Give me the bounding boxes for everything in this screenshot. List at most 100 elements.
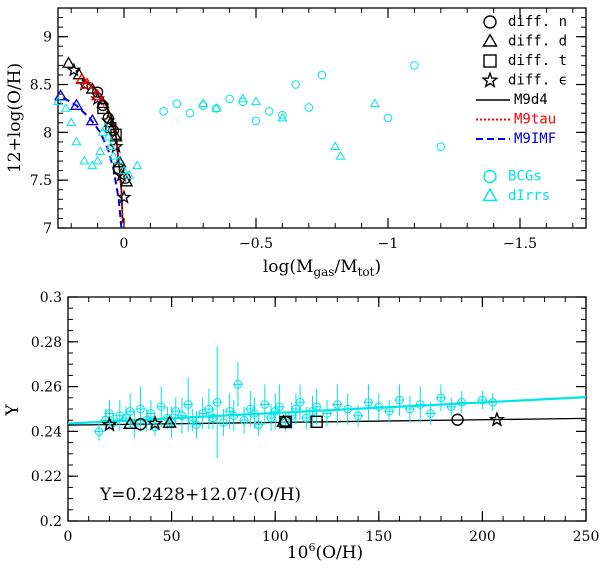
top-data-point: [103, 131, 114, 141]
bottom-data-point: [183, 400, 193, 409]
bottom-x-tick-label: 0: [64, 529, 73, 545]
bottom-data-point: [115, 411, 125, 421]
top-data-point: [237, 93, 248, 103]
top-data-point: [211, 103, 222, 112]
bottom-data-point: [395, 395, 404, 405]
top-data-point: [105, 141, 116, 151]
bottom-data-point: [146, 409, 156, 418]
bottom-data-point: [436, 393, 446, 403]
bottom-data-point: [134, 418, 147, 431]
bottom-data-point: [415, 400, 425, 409]
legend-marker: [483, 15, 497, 29]
legend-label: diff. d: [508, 34, 567, 50]
top-data-point: [87, 160, 98, 170]
top-data-point: [118, 165, 130, 174]
bottom-annotation: Y=0.2428+12.07·(O/H): [99, 485, 301, 505]
bottom-y-tick-label: 0.2: [40, 514, 62, 530]
bottom-data-point: [447, 402, 456, 412]
top-data-point: [113, 155, 127, 168]
bottom-data-point: [192, 420, 201, 429]
bottom-data-point: [405, 404, 415, 414]
top-data-point: [132, 160, 143, 170]
bottom-y-tick-label: 0.24: [31, 424, 62, 440]
bottom-data-point: [109, 418, 118, 427]
top-data-point: [100, 112, 116, 128]
top-data-point: [116, 189, 132, 204]
bottom-data-point: [94, 427, 104, 436]
bottom-data-point: [233, 380, 243, 389]
top-x-tick-label: −0.5: [239, 236, 273, 252]
top-series-line: [60, 95, 123, 229]
bottom-data-point: [171, 406, 181, 416]
top-data-point: [95, 146, 106, 155]
top-data-point: [104, 115, 118, 128]
top-data-point: [92, 155, 103, 165]
top-y-tick-label: 8.5: [30, 78, 52, 94]
top-data-point: [66, 62, 82, 77]
bottom-data-point: [239, 415, 249, 425]
top-data-point: [264, 107, 274, 116]
top-x-tick-label: −1: [378, 236, 399, 252]
top-data-point: [304, 103, 314, 112]
bottom-data-point: [301, 413, 311, 423]
top-data-point: [60, 103, 71, 112]
top-data-point: [198, 98, 209, 108]
top-data-point: [410, 61, 419, 70]
top-y-tick-label: 7.5: [30, 173, 52, 189]
legend-label: M9IMF: [514, 131, 556, 147]
top-y-tick-label: 7: [43, 221, 52, 237]
top-y-tick-label: 9: [43, 30, 52, 46]
top-plot-frame: [57, 7, 587, 229]
bottom-data-point: [478, 395, 487, 405]
bottom-data-point: [212, 397, 222, 407]
bottom-data-point: [364, 397, 373, 407]
bottom-data-point: [333, 400, 342, 409]
bottom-x-tick-label: 100: [262, 529, 289, 545]
top-data-point: [383, 113, 393, 123]
top-data-point: [61, 56, 76, 68]
top-data-point: [79, 155, 90, 165]
bottom-data-point: [146, 414, 164, 431]
bottom-data-point: [384, 406, 394, 416]
top-y-tick-label: 8: [43, 125, 52, 141]
top-data-point: [436, 142, 446, 151]
bottom-data-point: [488, 397, 498, 407]
top-data-point: [291, 80, 300, 89]
bottom-data-point: [229, 411, 239, 421]
top-data-point: [185, 108, 195, 118]
bottom-y-tick-label: 0.22: [31, 469, 62, 485]
top-data-point: [97, 102, 109, 115]
top-data-point: [75, 72, 89, 85]
legend-marker: [481, 71, 499, 88]
legend-marker: [483, 54, 497, 68]
legend-label: diff. t: [508, 53, 567, 69]
top-data-point: [90, 88, 105, 101]
bottom-data-point: [275, 402, 284, 412]
legend-label: dIrrs: [508, 188, 550, 204]
bottom-x-tick-label: 250: [573, 529, 600, 545]
top-x-tick-label: −1.5: [503, 236, 537, 252]
top-data-point: [225, 94, 234, 104]
top-data-point: [108, 150, 119, 160]
bottom-data-point: [353, 411, 363, 421]
bottom-data-point: [343, 404, 353, 414]
top-data-point: [91, 86, 104, 98]
bottom-x-tick-label: 200: [469, 529, 496, 545]
bottom-data-point: [457, 397, 466, 407]
top-data-point: [54, 88, 68, 101]
legend-marker: [482, 33, 498, 47]
bottom-data-point: [198, 409, 207, 418]
top-x-axis-label: log(Mgas/Mtot): [263, 257, 381, 279]
top-data-point: [52, 96, 64, 106]
bottom-data-point: [451, 413, 464, 426]
bottom-x-tick-label: 50: [163, 529, 181, 545]
top-data-point: [100, 122, 111, 131]
legend-marker: [483, 169, 497, 184]
top-data-point: [124, 170, 135, 179]
top-data-point: [159, 107, 168, 116]
bottom-x-tick-label: 150: [365, 529, 392, 545]
legend-label: BCGs: [508, 169, 542, 185]
bottom-data-point: [254, 420, 263, 429]
legend-label: diff. n: [508, 14, 567, 30]
